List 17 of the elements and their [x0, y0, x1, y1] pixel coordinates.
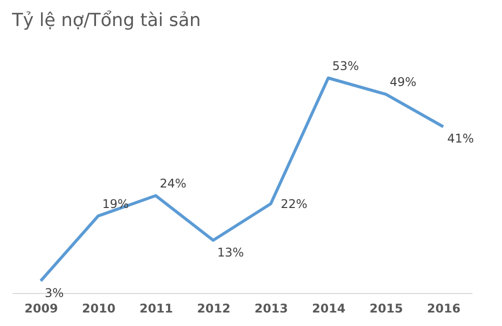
x-tick-label: 2009 [24, 302, 58, 316]
data-label: 49% [390, 75, 416, 90]
x-tick-label: 2012 [197, 302, 230, 316]
data-label: 41% [447, 132, 474, 146]
data-label: 3% [44, 286, 64, 300]
x-tick-label: 2014 [312, 302, 346, 316]
data-label: 19% [102, 196, 129, 211]
x-tick-label: 2013 [254, 302, 288, 316]
chart-title: Tỷ lệ nợ/Tổng tài sản [11, 10, 201, 31]
x-tick-label: 2010 [82, 302, 116, 316]
x-tick-label: 2011 [140, 302, 173, 316]
data-label: 22% [280, 196, 308, 211]
x-tick-label: 2016 [427, 302, 460, 316]
data-label: 53% [332, 59, 359, 73]
x-tick-label: 2015 [370, 302, 403, 316]
data-label: 13% [217, 245, 244, 260]
data-label: 24% [160, 176, 186, 191]
